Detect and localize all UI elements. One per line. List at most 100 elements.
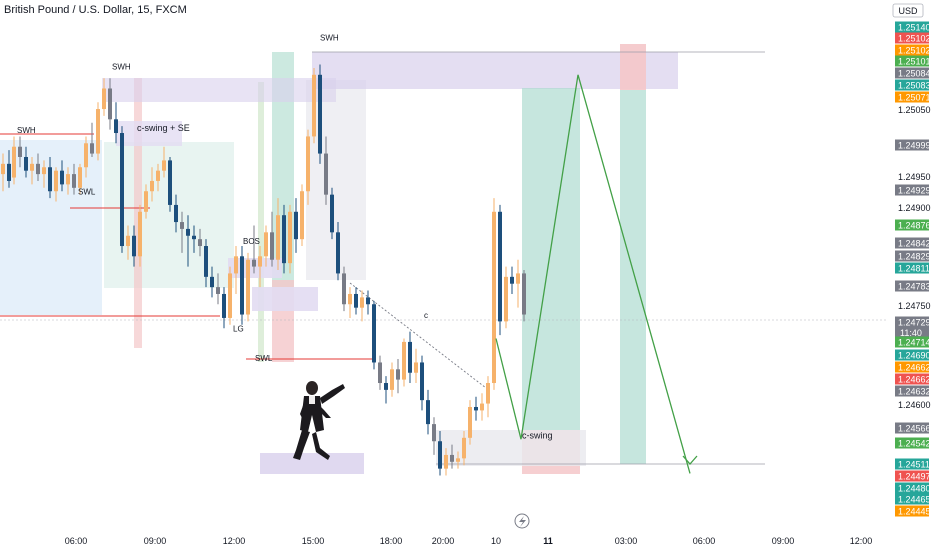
- x-tick-label: 10: [491, 536, 501, 546]
- candle: [234, 246, 238, 294]
- candle: [126, 225, 130, 260]
- candle: [378, 355, 382, 390]
- candle-body: [234, 256, 238, 274]
- candle-body: [468, 406, 472, 438]
- candle-body: [12, 146, 16, 178]
- candle-body: [186, 228, 190, 236]
- lightning-icon[interactable]: [514, 513, 530, 529]
- candle: [264, 225, 268, 267]
- price-label-bg: [895, 458, 929, 470]
- candle-body: [144, 191, 148, 212]
- candle: [288, 204, 292, 274]
- price-label-bg: [895, 373, 929, 385]
- price-label-bg: [895, 184, 929, 196]
- price-label-text: 1.24829: [898, 252, 931, 262]
- candle: [72, 163, 76, 195]
- candle: [216, 273, 220, 305]
- price-label-text: 1.24690: [898, 351, 931, 361]
- y-tick-label: 1.25050: [898, 105, 931, 115]
- price-label-bg: [895, 336, 929, 348]
- currency-label: USD: [898, 6, 918, 16]
- candle-body: [372, 304, 376, 363]
- price-label-bg: [895, 67, 929, 79]
- price-label: 1.24497: [895, 470, 931, 482]
- price-label: 1.24480: [895, 482, 931, 494]
- candle-body: [450, 454, 454, 462]
- candle: [1, 153, 5, 192]
- candle: [384, 376, 388, 404]
- candle: [96, 102, 100, 161]
- chart-title: British Pound / U.S. Dollar, 15, FXCM: [4, 4, 187, 16]
- candle: [276, 198, 280, 270]
- candle: [294, 198, 298, 253]
- currency-button[interactable]: [892, 3, 924, 18]
- supply-zone-top: [312, 52, 678, 89]
- candle-body: [54, 170, 58, 192]
- candle: [456, 451, 460, 469]
- candle: [510, 266, 514, 294]
- candle-body: [96, 109, 100, 154]
- candle-body: [246, 259, 250, 315]
- supply-zone-top-left: [102, 78, 336, 102]
- price-label-text: 1.24714: [898, 338, 931, 348]
- price-label-text: 1.25102: [898, 46, 931, 56]
- candle: [372, 300, 376, 370]
- candle: [84, 136, 88, 178]
- price-label: 1.25083: [895, 79, 931, 91]
- candle: [204, 239, 208, 288]
- candle: [450, 444, 454, 469]
- candle: [360, 290, 364, 322]
- candle: [426, 389, 430, 435]
- candle-body: [180, 222, 184, 229]
- candle-body: [204, 246, 208, 277]
- candle: [7, 150, 11, 188]
- candle: [516, 259, 520, 308]
- candle-body: [432, 424, 436, 442]
- price-label: 1.25102: [895, 44, 931, 56]
- candle-body: [462, 437, 466, 459]
- price-label-bg: [895, 139, 929, 151]
- price-label: 1.25140: [895, 21, 931, 33]
- candle: [162, 146, 166, 178]
- annotation-label: c: [424, 311, 428, 320]
- candle: [246, 252, 250, 322]
- candle: [24, 146, 28, 178]
- candle: [42, 160, 46, 188]
- candle: [462, 430, 466, 466]
- candle-body: [264, 232, 268, 257]
- candle-body: [222, 293, 226, 318]
- y-tick-label: 1.24600: [898, 400, 931, 410]
- price-label-bg: [895, 250, 929, 262]
- projection-path: [495, 74, 691, 474]
- price-label-text: 1.25083: [898, 81, 931, 91]
- candle: [18, 136, 22, 168]
- candle: [420, 355, 424, 411]
- x-tick-label: 15:00: [302, 536, 325, 546]
- price-label-text: 1.24662: [898, 375, 931, 385]
- candle: [108, 78, 112, 130]
- candle: [306, 129, 310, 205]
- candle-body: [78, 167, 82, 188]
- price-label-bg: [895, 482, 929, 494]
- price-label-text: 1.24632: [898, 387, 931, 397]
- candle: [300, 184, 304, 247]
- candle-body: [408, 341, 412, 373]
- price-label-text: 1.24729: [898, 318, 931, 328]
- candle: [486, 376, 490, 418]
- price-label-text: 1.24842: [898, 239, 931, 249]
- candle: [186, 215, 190, 267]
- price-label-text: 1.24783: [898, 282, 931, 292]
- price-label: 1.25071: [895, 91, 931, 103]
- candle-body: [510, 276, 514, 284]
- candle-body: [18, 146, 22, 157]
- short-stop-zone: [620, 44, 646, 90]
- candle: [498, 204, 502, 336]
- c-swing-demand-zone: [436, 430, 586, 466]
- time-axis[interactable]: 06:00 09:00 12:00 15:00 18:00 20:00 10 11 03:00 0…: [65, 536, 873, 546]
- candle: [78, 163, 82, 195]
- price-label: 1.24465: [895, 493, 931, 505]
- price-axis[interactable]: 1.25050 1.24950 1.24900 1.24750 1.24600 1.251…: [895, 21, 931, 517]
- candle-body: [366, 297, 370, 305]
- price-label: 1.24662: [895, 373, 931, 385]
